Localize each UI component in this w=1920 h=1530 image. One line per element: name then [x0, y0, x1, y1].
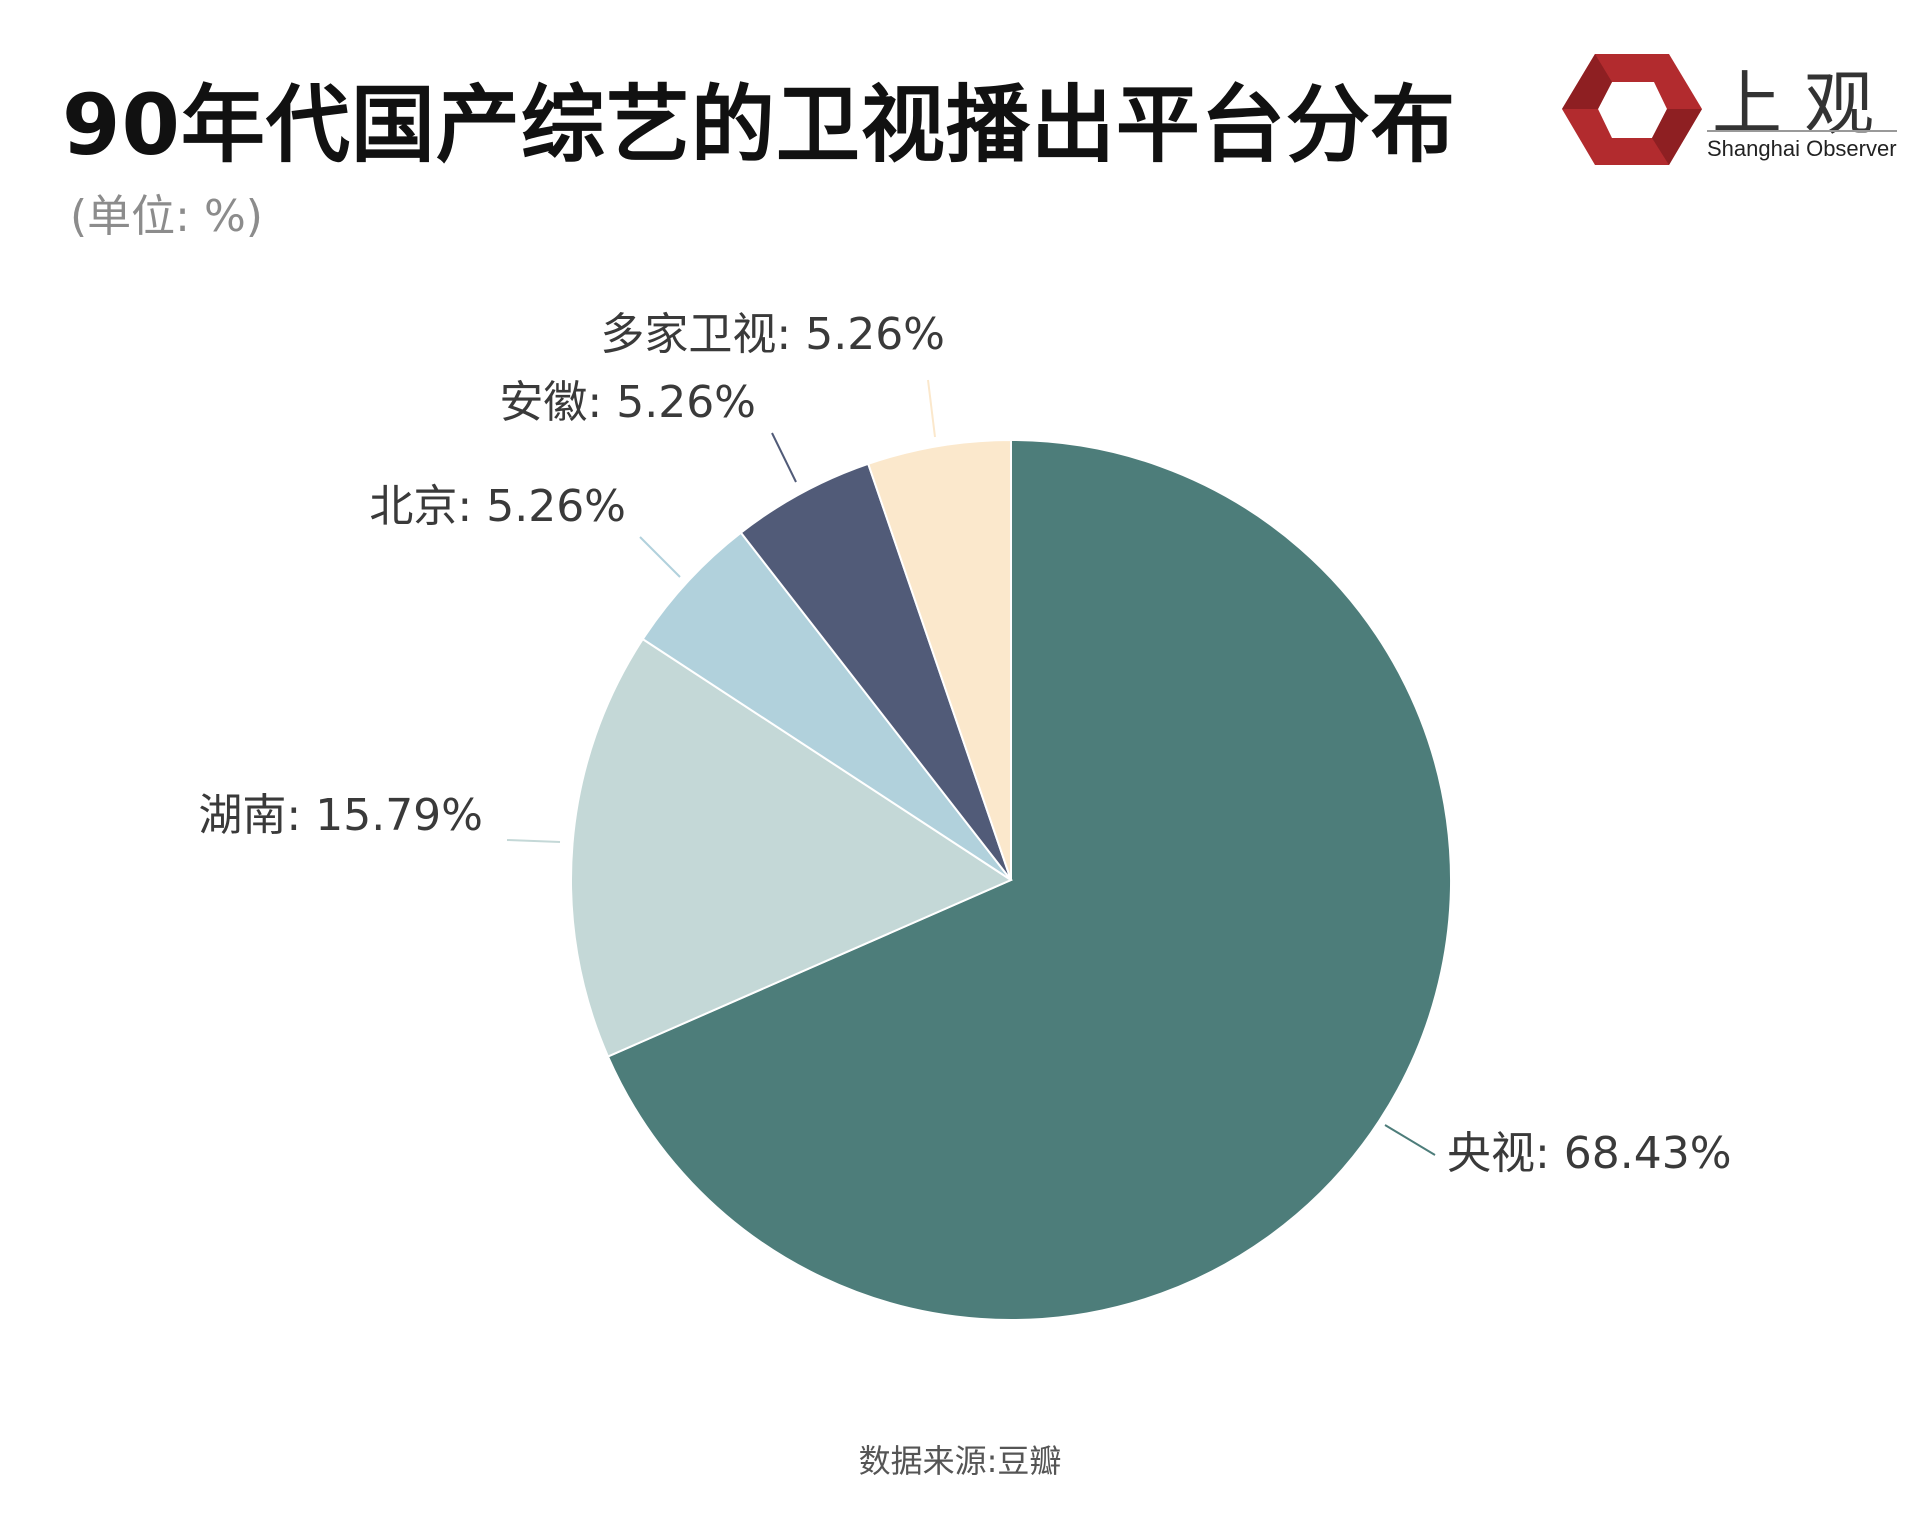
- pie-slice-3: [641, 531, 1012, 881]
- data-source: 数据来源:豆瓣: [858, 1442, 1062, 1480]
- unit-label: (单位: %): [70, 191, 263, 242]
- chart-title: 90年代国产综艺的卫视播出平台分布: [62, 76, 1456, 174]
- leader-line-2: [506, 839, 561, 843]
- shanghai-observer-logo: 上观 Shanghai Observer: [1562, 52, 1897, 167]
- slice-label-3: 北京: 5.26%: [369, 481, 626, 532]
- leader-lines: [506, 379, 1436, 1156]
- leader-line-3: [639, 536, 681, 578]
- leader-line-5: [927, 379, 936, 438]
- pie-slice-4: [739, 462, 1012, 881]
- logo-name-en: Shanghai Observer: [1707, 136, 1897, 161]
- slice-label-4: 安徽: 5.26%: [499, 377, 756, 428]
- pie-slice-1: [606, 438, 1452, 1321]
- leader-line-1: [1384, 1124, 1436, 1156]
- logo-hexagon-icon: [1562, 54, 1702, 165]
- slice-labels: 央视: 68.43% 湖南: 15.79% 北京: 5.26% 安徽: 5.26% 多家…: [198, 309, 1731, 1179]
- slice-label-5: 多家卫视: 5.26%: [600, 309, 945, 360]
- slice-label-1: 央视: 68.43%: [1447, 1128, 1732, 1179]
- pie-slice-2: [570, 637, 1014, 1058]
- pie-slice-5: [866, 438, 1012, 881]
- pie-slices: [570, 438, 1452, 1321]
- leader-line-4: [771, 432, 797, 483]
- logo-divider: [1707, 130, 1897, 132]
- slice-label-2: 湖南: 15.79%: [198, 790, 483, 841]
